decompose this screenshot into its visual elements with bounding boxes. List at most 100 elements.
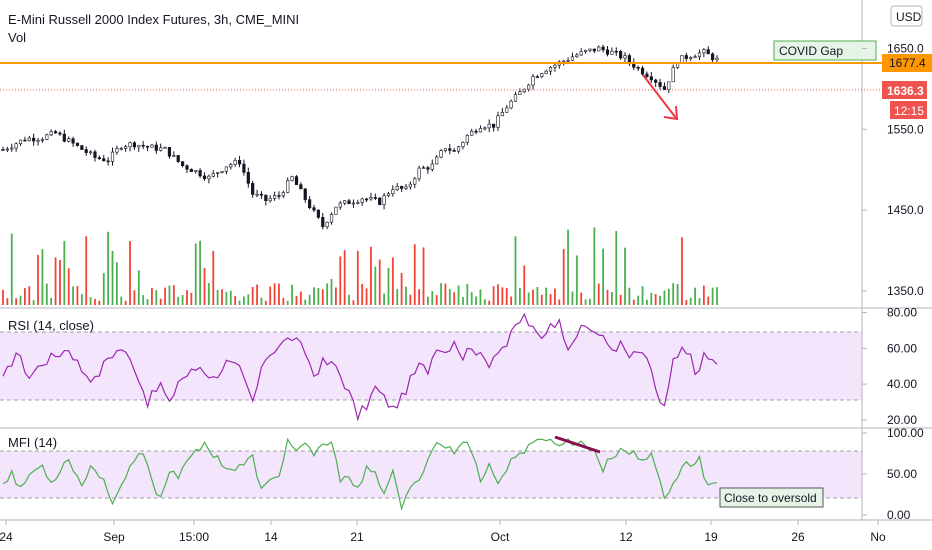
- mfi-band: [0, 451, 862, 498]
- volume-bar: [383, 293, 385, 305]
- candle: [509, 99, 513, 110]
- currency-button[interactable]: USD: [890, 5, 923, 27]
- svg-text:1677.4: 1677.4: [889, 56, 926, 70]
- volume-bar: [137, 270, 140, 305]
- covid-gap-annotation[interactable]: COVID Gap: [773, 40, 877, 61]
- candle: [23, 136, 27, 142]
- volume-bar: [370, 246, 372, 305]
- candle: [242, 159, 246, 176]
- volume-bar: [510, 296, 513, 305]
- candle: [505, 104, 509, 113]
- candle: [570, 52, 575, 61]
- candle: [338, 200, 342, 210]
- oversold-annotation[interactable]: Close to oversold: [719, 487, 824, 508]
- candle: [583, 49, 588, 54]
- volume-bar: [102, 272, 105, 305]
- candle: [544, 69, 548, 75]
- volume-bar: [497, 284, 499, 305]
- volume-bar: [602, 248, 605, 305]
- volume-bar: [251, 287, 254, 305]
- volume-bar: [365, 288, 368, 305]
- candle: [671, 64, 675, 83]
- candle: [483, 126, 487, 131]
- candle: [513, 91, 518, 102]
- volume-bar: [278, 283, 280, 305]
- volume-bar: [190, 292, 193, 305]
- volume-bar: [654, 294, 657, 305]
- volume-bar: [672, 283, 675, 305]
- candle: [277, 191, 281, 200]
- volume-bar: [203, 268, 206, 305]
- volume-bar: [63, 240, 66, 305]
- candle: [518, 88, 522, 95]
- candle: [159, 143, 163, 152]
- volume-bar: [177, 296, 180, 305]
- candle: [40, 137, 45, 143]
- covid-gap-text: COVID Gap: [779, 44, 843, 58]
- volume-bar: [431, 291, 434, 305]
- candle: [548, 65, 553, 76]
- volume-bar: [681, 237, 683, 305]
- rsi-axis[interactable]: 20.00 40.00 60.00 80.00: [862, 306, 917, 427]
- red-arrow-annotation: [642, 74, 679, 121]
- candle: [430, 159, 434, 172]
- volume-bar: [514, 236, 517, 305]
- volume-bar: [10, 233, 13, 305]
- volume-bar: [89, 297, 92, 305]
- time-tick-label: 24: [0, 530, 13, 544]
- volume-bar: [243, 296, 245, 305]
- candle: [211, 170, 215, 178]
- volume-bar: [479, 289, 482, 305]
- volume-label: Vol: [8, 30, 26, 45]
- time-axis[interactable]: 24 Sep 15:00 14 21 Oct 12 19 26 No: [0, 520, 886, 544]
- volume-bar: [59, 260, 61, 305]
- candle: [180, 161, 185, 168]
- volume-bar: [426, 296, 429, 305]
- candle: [167, 147, 172, 159]
- volume-bar: [488, 300, 491, 305]
- volume-bar: [94, 298, 96, 305]
- volume-bar: [151, 287, 153, 305]
- volume-bar: [98, 300, 101, 305]
- candle: [662, 82, 667, 90]
- candle: [623, 52, 627, 63]
- volume-bar: [273, 283, 276, 305]
- candle: [272, 191, 277, 201]
- candle: [605, 46, 610, 57]
- volume-bar: [409, 294, 412, 305]
- candle: [435, 154, 439, 165]
- volume-bar: [457, 285, 460, 305]
- volume-bar: [330, 279, 333, 305]
- candle: [382, 192, 386, 210]
- volume-bar: [549, 294, 552, 305]
- volume-bar: [238, 300, 241, 305]
- volume-bar: [212, 250, 215, 305]
- volume-bar: [545, 287, 548, 305]
- candle: [189, 168, 193, 173]
- volume-bar: [291, 284, 294, 305]
- volume-bar: [168, 285, 171, 305]
- volume-bar: [536, 287, 539, 305]
- price-axis[interactable]: 1350.0 1450.0 1550.0 1650.0: [862, 41, 924, 298]
- candle: [251, 180, 255, 198]
- candle: [207, 174, 211, 184]
- candle: [75, 142, 80, 147]
- volume-bar: [558, 299, 561, 305]
- volume-bar: [260, 297, 263, 305]
- osc-tick-label: 40.00: [887, 377, 917, 391]
- volume-bar: [256, 284, 258, 305]
- candle: [496, 111, 500, 132]
- volume-bar: [142, 295, 145, 305]
- price-tick-label: 1550.0: [887, 122, 924, 136]
- candle: [645, 71, 649, 78]
- volume-bar: [335, 287, 337, 305]
- candle: [540, 72, 544, 79]
- candle: [62, 129, 66, 143]
- volume-bar: [716, 287, 718, 305]
- volume-bar: [32, 300, 35, 305]
- candle: [154, 141, 158, 154]
- candle: [667, 81, 671, 94]
- candle: [417, 165, 421, 182]
- mfi-axis[interactable]: 0.00 50.00 100.00: [862, 426, 924, 522]
